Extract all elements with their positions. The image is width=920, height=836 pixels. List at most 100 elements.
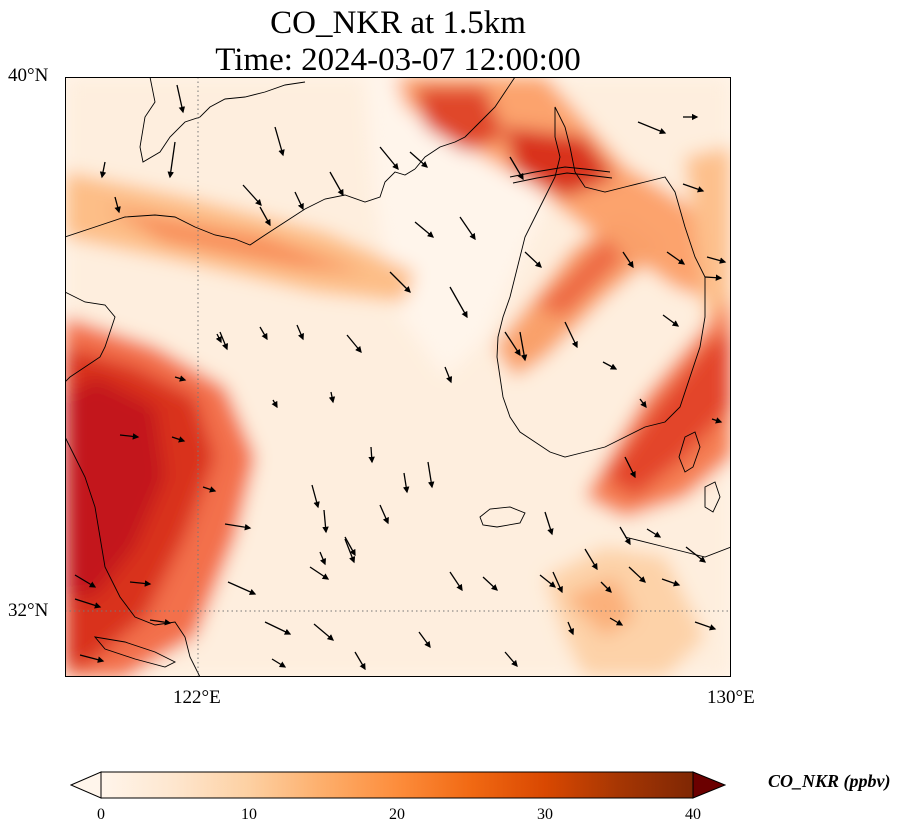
wind-arrow xyxy=(389,271,411,293)
wind-arrow xyxy=(619,526,631,546)
wind-arrow xyxy=(259,326,268,341)
wind-arrow xyxy=(539,574,557,588)
wind-arrow xyxy=(344,536,356,557)
wind-arrow xyxy=(414,221,434,238)
wind-arrow xyxy=(482,576,498,591)
lat-label-32n: 32°N xyxy=(8,600,49,621)
wind-arrow xyxy=(322,509,329,534)
wind-vectors xyxy=(74,84,727,671)
wind-arrow xyxy=(637,121,667,135)
wind-arrow xyxy=(552,571,563,594)
wind-arrow xyxy=(379,146,399,171)
wind-arrow xyxy=(329,171,344,197)
lon-label-130e: 130°E xyxy=(707,687,755,708)
wind-arrow xyxy=(176,84,186,114)
colorbar-tick-30: 30 xyxy=(537,806,553,823)
colorbar-extend-max xyxy=(692,771,726,799)
wind-arrow xyxy=(449,571,463,592)
wind-arrow xyxy=(271,399,278,409)
wind-arrow xyxy=(215,333,222,344)
colorbar xyxy=(70,771,726,799)
wind-arrow xyxy=(379,504,389,525)
wind-arrow xyxy=(368,446,375,464)
wind-arrow xyxy=(354,651,366,671)
wind-arrow xyxy=(427,461,435,489)
wind-arrow xyxy=(149,619,172,626)
wind-arrow xyxy=(309,566,330,580)
wind-arrow xyxy=(294,191,304,211)
wind-arrow xyxy=(694,621,717,631)
wind-arrow xyxy=(444,366,453,384)
wind-arrow xyxy=(504,331,521,357)
wind-arrow xyxy=(682,183,705,193)
colorbar-tick-40: 40 xyxy=(685,806,701,823)
wind-arrow xyxy=(524,251,542,268)
wind-arrow xyxy=(711,417,723,424)
wind-arrow xyxy=(99,161,107,179)
title-line-2: Time: 2024-03-07 12:00:00 xyxy=(215,42,581,78)
wind-arrow xyxy=(259,206,271,227)
lon-label-122e: 122°E xyxy=(173,687,221,708)
wind-arrow xyxy=(274,126,285,157)
colorbar-tick-0: 0 xyxy=(97,806,105,823)
wind-arrow xyxy=(402,472,410,494)
wind-arrow xyxy=(600,581,612,593)
wind-arrow xyxy=(418,631,431,649)
wind-arrow xyxy=(661,578,681,587)
colorbar-gradient xyxy=(100,771,694,799)
lat-label-40n: 40°N xyxy=(8,65,49,86)
wind-arrow xyxy=(313,623,334,641)
colorbar-tick-10: 10 xyxy=(241,806,257,823)
wind-arrow xyxy=(174,375,187,382)
wind-arrow xyxy=(646,528,662,538)
wind-arrow xyxy=(311,484,320,509)
wind-arrow xyxy=(119,433,140,440)
wind-arrow xyxy=(328,391,336,404)
colorbar-tick-20: 20 xyxy=(389,806,405,823)
wind-arrow xyxy=(167,141,176,179)
wind-arrow xyxy=(344,538,356,564)
wind-arrow xyxy=(459,216,476,241)
map-frame xyxy=(65,77,731,677)
wind-arrow xyxy=(114,196,121,214)
wind-arrow xyxy=(662,314,680,327)
wind-arrow xyxy=(622,251,634,269)
wind-arrow xyxy=(544,511,554,536)
wind-arrow xyxy=(296,324,304,341)
colorbar-extend-min xyxy=(70,771,102,799)
wind-arrow xyxy=(171,436,186,443)
wind-arrow xyxy=(564,321,578,349)
wind-arrow xyxy=(704,274,723,281)
wind-arrow xyxy=(319,551,326,566)
wind-arrow xyxy=(227,581,257,595)
wind-arrow xyxy=(628,566,646,583)
concentration-field xyxy=(65,77,731,677)
title-line-1: CO_NKR at 1.5km xyxy=(270,5,526,41)
wind-arrow xyxy=(639,398,647,409)
wind-arrow xyxy=(449,286,468,319)
coastlines xyxy=(65,77,731,677)
wind-arrow xyxy=(409,151,428,168)
wind-arrow xyxy=(264,621,292,635)
wind-arrow xyxy=(219,331,229,351)
wind-arrow xyxy=(242,184,262,206)
wind-arrow xyxy=(509,156,524,181)
wind-arrow xyxy=(202,486,217,493)
wind-arrow xyxy=(504,651,518,667)
wind-arrow xyxy=(129,580,152,587)
wind-arrow xyxy=(624,456,636,479)
wind-arrow xyxy=(609,617,624,626)
map-panel xyxy=(65,77,731,677)
wind-arrow xyxy=(602,361,618,370)
colorbar-label: CO_NKR (ppbv) xyxy=(768,771,891,791)
wind-arrow xyxy=(224,523,252,531)
wind-arrow xyxy=(584,548,598,571)
wind-arrow xyxy=(567,621,574,636)
wind-arrow xyxy=(666,251,686,265)
gridlines xyxy=(65,77,731,677)
wind-arrow xyxy=(685,546,707,563)
wind-arrow xyxy=(74,574,97,588)
wind-arrow xyxy=(519,331,528,362)
wind-arrow xyxy=(706,256,727,264)
wind-arrow xyxy=(79,654,105,663)
